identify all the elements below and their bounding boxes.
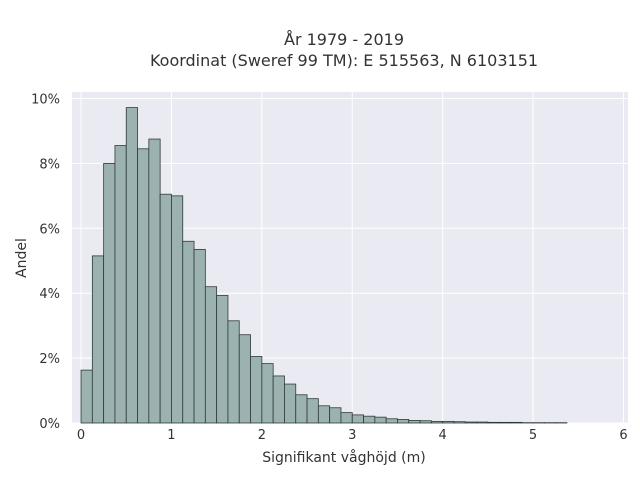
histogram-bar (273, 376, 284, 423)
histogram-bar (239, 335, 250, 423)
histogram-bar (171, 196, 182, 423)
histogram-bar (92, 256, 103, 423)
x-tick-label: 4 (439, 428, 447, 443)
histogram-bar (160, 194, 171, 423)
histogram-bar (330, 408, 341, 423)
histogram-bar (183, 241, 194, 423)
histogram-bar (409, 420, 420, 423)
histogram-bar (228, 321, 239, 423)
y-tick-label: 6% (39, 222, 60, 237)
x-axis-label: Signifikant våghöjd (m) (262, 449, 425, 466)
histogram-bar (488, 422, 499, 423)
x-tick-label: 3 (348, 428, 356, 443)
histogram-bar (364, 416, 375, 423)
histogram-bar (420, 421, 431, 423)
y-tick-label: 10% (31, 92, 60, 107)
y-tick-label: 0% (39, 417, 60, 432)
histogram-bar (307, 399, 318, 423)
x-tick-label: 0 (77, 428, 85, 443)
histogram-bar (386, 419, 397, 423)
x-tick-label: 2 (258, 428, 266, 443)
x-axis-ticks: 0 1 2 3 4 5 6 (77, 428, 628, 443)
histogram-bar (431, 421, 442, 423)
chart-subtitle: Koordinat (Sweref 99 TM): E 515563, N 61… (150, 51, 538, 70)
y-tick-label: 2% (39, 352, 60, 367)
histogram-bar (115, 146, 126, 423)
histogram-bar (443, 421, 454, 423)
histogram-bar (352, 415, 363, 423)
histogram-bar (510, 422, 521, 423)
histogram-bar (149, 139, 160, 423)
histogram-bar (81, 370, 92, 423)
histogram-bar (499, 422, 510, 423)
histogram-bar (375, 417, 386, 423)
histogram-bar (296, 395, 307, 423)
x-tick-label: 1 (167, 428, 175, 443)
y-tick-label: 4% (39, 287, 60, 302)
histogram-bar (477, 422, 488, 423)
y-axis-ticks: 0% 2% 4% 6% 8% 10% (31, 92, 60, 432)
histogram-bar (217, 295, 228, 423)
y-tick-label: 8% (39, 157, 60, 172)
histogram-bar (194, 249, 205, 423)
x-tick-label: 5 (529, 428, 537, 443)
y-axis-label: Andel (14, 238, 30, 278)
histogram-bar (341, 413, 352, 423)
histogram-bar (104, 163, 115, 423)
histogram-bar (251, 356, 262, 423)
x-tick-label: 6 (619, 428, 627, 443)
histogram-bar (262, 364, 273, 423)
histogram-bar (318, 406, 329, 423)
histogram-bar (465, 422, 476, 423)
histogram-bar (454, 422, 465, 423)
chart-title: År 1979 - 2019 (284, 30, 404, 49)
histogram-bar (205, 287, 216, 423)
histogram-bar (284, 384, 295, 423)
histogram-bar (397, 419, 408, 423)
histogram-bar (138, 149, 149, 423)
histogram-bar (126, 108, 137, 423)
